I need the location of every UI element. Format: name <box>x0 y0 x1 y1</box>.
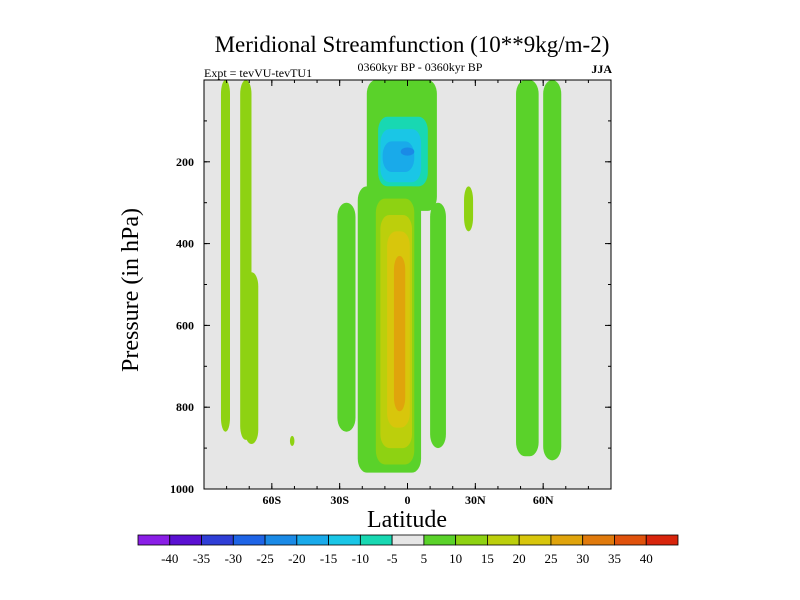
chart-title: Meridional Streamfunction (10**9kg/m-2) <box>215 32 610 57</box>
y-tick-label-2: 600 <box>176 318 194 332</box>
region-blue-upper-3 <box>382 141 415 173</box>
x-tick-label-1: 30S <box>330 493 349 507</box>
colorbar-label-2: -30 <box>225 551 242 566</box>
x-tick-label-2: 0 <box>405 493 411 507</box>
colorbar-label-8: 5 <box>421 551 428 566</box>
colorbar-label-13: 30 <box>576 551 589 566</box>
colorbar-swatch-15 <box>614 534 647 546</box>
colorbar-label-9: 10 <box>449 551 462 566</box>
region-teal-12N <box>430 202 446 449</box>
colorbar-swatch-7 <box>359 534 393 546</box>
colorbar-label-5: -15 <box>320 551 337 566</box>
colorbar-swatch-1 <box>169 534 202 546</box>
region-teal-28S <box>337 202 356 432</box>
colorbar-label-15: 40 <box>640 551 653 566</box>
region-green-hadley-4 <box>393 255 406 412</box>
y-axis-label: Pressure (in hPa) <box>118 208 144 372</box>
colorbar-label-1: -35 <box>193 551 210 566</box>
y-tick-label-1: 400 <box>176 237 194 251</box>
x-axis-ticks: 60S 30S 0 30N 60N <box>203 80 612 507</box>
colorbar-label-0: -40 <box>161 551 178 566</box>
colorbar-swatch-8 <box>391 534 425 546</box>
region-teal-50N <box>516 80 539 457</box>
region-cyan-27N <box>464 186 474 232</box>
subtitle-right: JJA <box>591 62 612 76</box>
colorbar: -40 -35 -30 -25 -20 -15 -10 -5 5 10 15 20 25 30 35 40 <box>137 534 679 566</box>
colorbar-swatch-11 <box>487 534 520 546</box>
y-tick-label-3: 800 <box>176 400 194 414</box>
x-tick-label-0: 60S <box>262 493 281 507</box>
colorbar-label-3: -25 <box>256 551 273 566</box>
x-tick-label-3: 30N <box>465 493 486 507</box>
colorbar-label-4: -20 <box>288 551 305 566</box>
colorbar-swatch-12 <box>518 534 552 546</box>
colorbar-label-10: 15 <box>481 551 494 566</box>
subtitle-center: 0360kyr BP - 0360kyr BP <box>358 60 483 74</box>
colorbar-swatch-13 <box>550 534 584 546</box>
colorbar-label-14: 35 <box>608 551 621 566</box>
colorbar-swatch-4 <box>264 534 298 546</box>
subtitle-left: Expt = tevVU-tevTU1 <box>204 66 312 80</box>
colorbar-swatch-6 <box>328 534 361 546</box>
y-tick-label-0: 200 <box>176 155 194 169</box>
colorbar-swatch-14 <box>582 534 615 546</box>
colorbar-label-7: -5 <box>387 551 398 566</box>
x-tick-label-4: 60N <box>533 493 554 507</box>
colorbar-swatch-3 <box>232 534 266 546</box>
region-blue-upper-4 <box>400 147 415 156</box>
colorbar-swatch-16 <box>645 534 679 546</box>
colorbar-swatch-9 <box>423 534 457 546</box>
contour-fills <box>220 80 562 473</box>
region-cyan-50S <box>289 435 295 447</box>
region-cyan-68S <box>244 272 259 445</box>
colorbar-swatch-10 <box>455 534 488 546</box>
colorbar-label-6: -10 <box>352 551 369 566</box>
colorbar-swatch-0 <box>137 534 171 546</box>
y-axis-ticks: 200 400 600 800 1000 <box>170 120 611 496</box>
colorbar-swatch-5 <box>296 534 329 546</box>
x-axis-label: Latitude <box>367 507 447 533</box>
colorbar-swatch-2 <box>201 534 234 546</box>
colorbar-label-11: 20 <box>513 551 526 566</box>
region-cyan-85S <box>220 80 231 432</box>
y-tick-label-4: 1000 <box>170 482 194 496</box>
colorbar-label-12: 25 <box>544 551 557 566</box>
region-teal-64N <box>543 80 562 461</box>
